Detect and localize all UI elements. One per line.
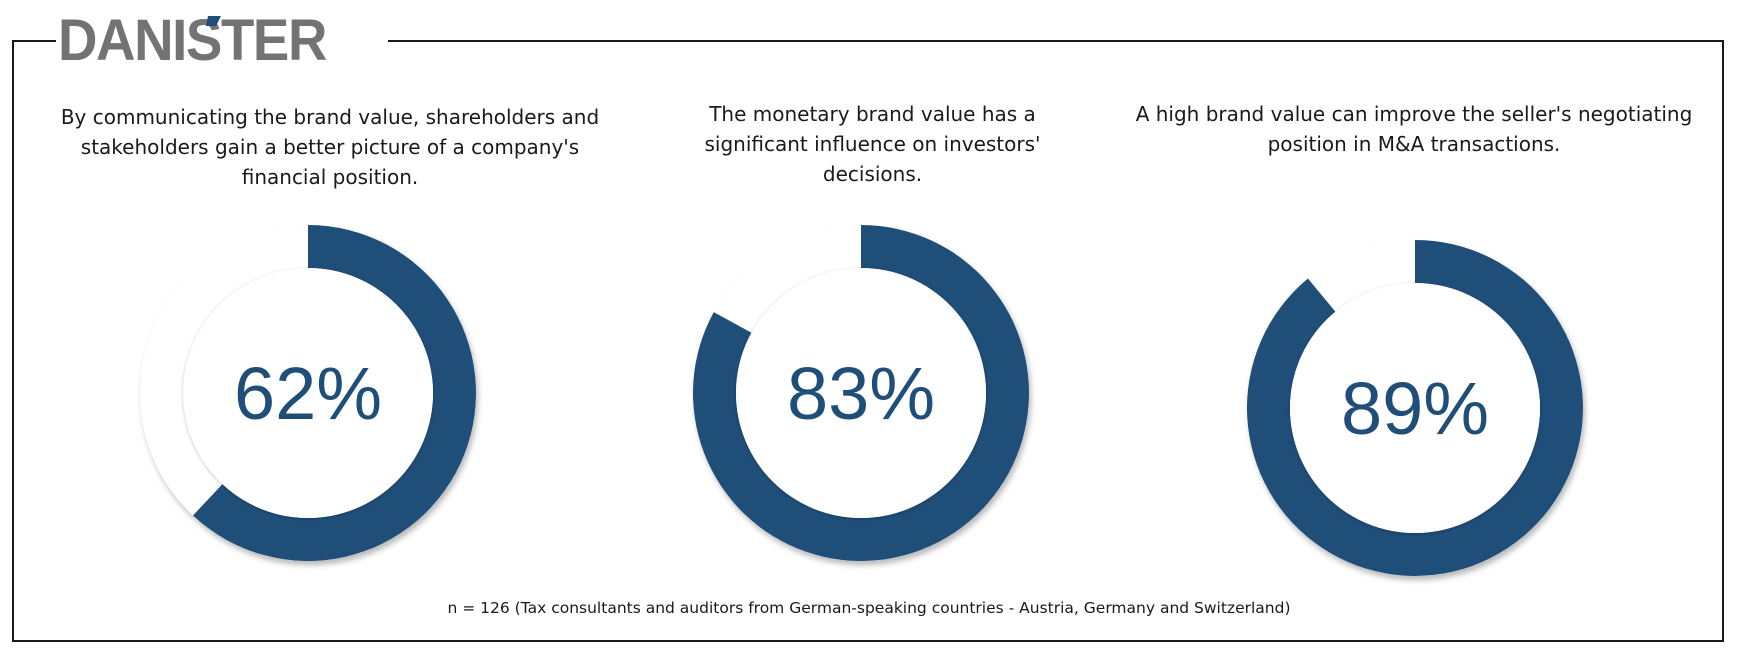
donut-chart-3: 89% [1247, 240, 1583, 576]
donut-value-label: 62% [234, 352, 382, 435]
donut-hole [183, 268, 433, 518]
donut-remainder-segment [139, 225, 308, 516]
danister-logo-graphic: DANISTER [58, 8, 328, 73]
donut-caption-3: A high brand value can improve the selle… [1135, 102, 1693, 156]
donut-chart-2: 83% [693, 225, 1030, 561]
chart-frame [12, 40, 1724, 642]
donut-value-label: 89% [1341, 367, 1489, 450]
donut-caption-2: The monetary brand value has a significa… [704, 102, 1041, 186]
sample-footnote: n = 126 (Tax consultants and auditors fr… [447, 599, 1291, 617]
logo-wordmark: DANISTER [58, 8, 327, 73]
donut-value-label: 83% [787, 352, 935, 435]
donut-hole [736, 268, 986, 518]
donut-value-segment [192, 225, 476, 561]
danister-logo: DANISTER [56, 6, 388, 76]
donut-hole [1290, 283, 1540, 533]
donut-remainder-segment [1307, 240, 1415, 312]
donut-chart-1: 62% [139, 225, 476, 561]
logo-accent-mark [206, 16, 221, 26]
donut-remainder-segment [713, 225, 861, 333]
donut-caption-1: By communicating the brand value, shareh… [60, 105, 600, 189]
